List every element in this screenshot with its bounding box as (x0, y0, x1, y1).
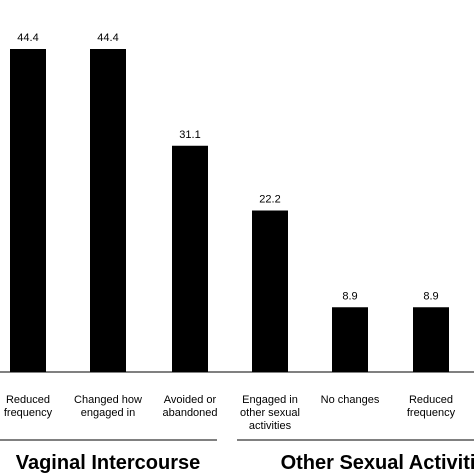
category-label-5: Reduced frequency (407, 394, 456, 419)
value-label-3: 22.2 (259, 194, 280, 206)
value-label-0: 44.4 (17, 32, 38, 44)
category-label-1: Changed how engaged in (74, 394, 142, 419)
group-labels-layer: Vaginal Intercourse Other Sexual Activiti (0, 439, 474, 474)
category-label-3: Engaged in other sexual activities (240, 394, 300, 432)
category-label-1-line-0: Changed how (74, 394, 142, 406)
category-label-2-line-1: abandoned (162, 407, 217, 419)
category-label-3-line-0: Engaged in (242, 394, 298, 406)
category-label-0-line-1: frequency (4, 407, 53, 419)
bar-3 (252, 210, 288, 372)
value-label-4: 8.9 (342, 290, 357, 302)
category-label-0-line-0: Reduced (6, 394, 50, 406)
group-label-0: Vaginal Intercourse (16, 452, 201, 474)
value-label-5: 8.9 (423, 290, 438, 302)
category-label-2-line-0: Avoided or (164, 394, 217, 406)
bar-1 (90, 49, 126, 372)
category-label-1-line-1: engaged in (81, 407, 135, 419)
value-labels-layer: 44.4 44.4 31.1 22.2 8.9 8.9 (17, 32, 438, 302)
bar-2 (172, 145, 208, 372)
category-label-4: No changes (321, 394, 380, 406)
category-label-4-line-0: No changes (321, 394, 380, 406)
category-label-3-line-1: other sexual (240, 407, 300, 419)
group-label-1: Other Sexual Activiti (281, 452, 474, 474)
category-label-5-line-0: Reduced (409, 394, 453, 406)
value-label-2: 31.1 (179, 129, 200, 141)
bars-layer (10, 49, 449, 372)
bar-4 (332, 307, 368, 372)
category-label-2: Avoided or abandoned (162, 394, 217, 419)
category-label-0: Reduced frequency (4, 394, 53, 419)
bar-5 (413, 307, 449, 372)
category-label-3-line-2: activities (249, 420, 292, 432)
bar-0 (10, 49, 46, 372)
category-label-5-line-1: frequency (407, 407, 456, 419)
value-label-1: 44.4 (97, 32, 118, 44)
